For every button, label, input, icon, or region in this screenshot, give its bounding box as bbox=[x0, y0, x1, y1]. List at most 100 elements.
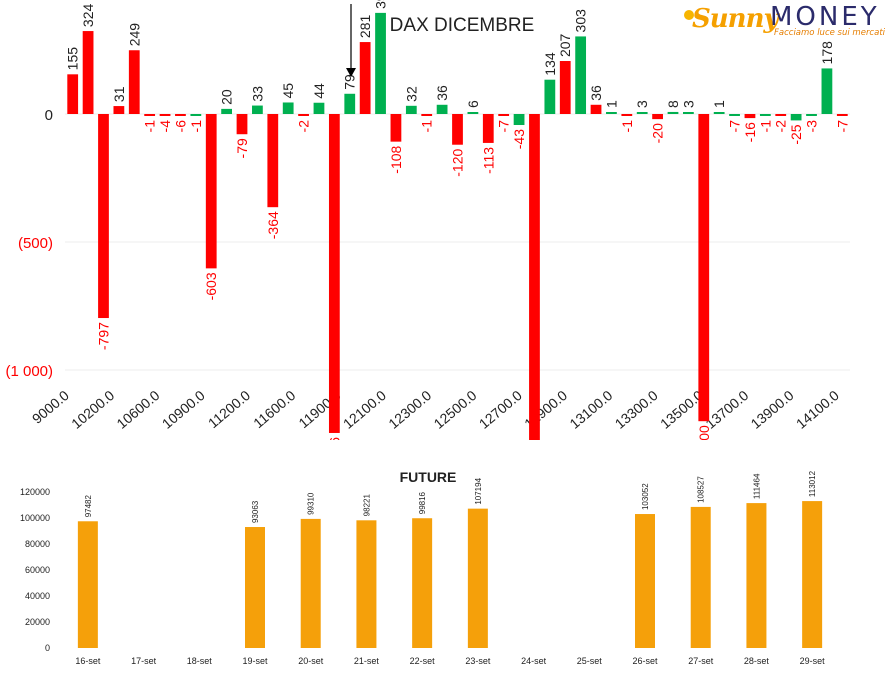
y-tick-label: 120000 bbox=[20, 487, 50, 497]
x-tick-label: 10200.0 bbox=[68, 387, 117, 432]
y-tick-label: 80000 bbox=[25, 539, 50, 549]
data-label: -2 bbox=[773, 120, 789, 133]
data-label: 108527 bbox=[697, 476, 706, 503]
data-label: 3 bbox=[634, 100, 650, 108]
data-label: -364 bbox=[265, 211, 281, 239]
bar bbox=[498, 114, 510, 116]
bar bbox=[806, 114, 817, 116]
x-tick-label: 12300.0 bbox=[385, 387, 434, 432]
bar bbox=[221, 108, 233, 114]
data-label: -16 bbox=[742, 122, 758, 142]
y-tick-label: (500) bbox=[18, 235, 53, 252]
data-label: 20 bbox=[219, 89, 235, 105]
data-label: 1 bbox=[603, 100, 619, 108]
x-tick-label: 16-set bbox=[75, 656, 101, 666]
logo-money: MONEY bbox=[770, 2, 880, 32]
bar bbox=[436, 104, 448, 114]
bar bbox=[144, 114, 156, 116]
bar bbox=[390, 114, 402, 142]
bar bbox=[667, 111, 679, 114]
x-tick-label: 13300.0 bbox=[612, 387, 661, 432]
data-label: 249 bbox=[126, 23, 142, 47]
data-label: 103052 bbox=[641, 483, 650, 510]
x-tick-label: 11600.0 bbox=[250, 387, 298, 431]
data-label: 93063 bbox=[251, 500, 260, 523]
bar bbox=[544, 79, 556, 114]
chart-title: DAX DICEMBRE bbox=[390, 15, 535, 36]
bar bbox=[513, 114, 525, 126]
data-label: -7 bbox=[834, 120, 850, 133]
data-label: 99310 bbox=[307, 492, 316, 515]
bar bbox=[205, 114, 217, 269]
data-label: 395 bbox=[373, 0, 389, 9]
data-label: 32 bbox=[403, 86, 419, 102]
x-tick-label: 24-set bbox=[521, 656, 547, 666]
bar bbox=[405, 105, 417, 114]
data-label: 207 bbox=[557, 33, 573, 57]
bar bbox=[559, 61, 571, 114]
x-tick-label: 20-set bbox=[298, 656, 324, 666]
x-tick-label: 12500.0 bbox=[431, 387, 480, 432]
x-tick-label: 17-set bbox=[131, 656, 157, 666]
x-tick-label: 13900.0 bbox=[748, 387, 797, 432]
data-label: 99816 bbox=[418, 491, 427, 514]
bar bbox=[775, 114, 787, 116]
data-label: -1 bbox=[188, 120, 204, 133]
x-tick-label: 12900.0 bbox=[521, 387, 570, 432]
bar bbox=[575, 36, 587, 114]
data-label: -7 bbox=[727, 120, 743, 133]
bar bbox=[690, 506, 711, 648]
data-label: -3 bbox=[804, 120, 820, 133]
dax-dicembre-chart: DAX DICEMBRE 5000(500)(1 000)(1 500)(2 0… bbox=[5, 0, 850, 440]
bar bbox=[746, 503, 767, 648]
future-title: FUTURE bbox=[400, 469, 457, 485]
y-tick-label: 0 bbox=[45, 643, 50, 653]
data-label: -797 bbox=[95, 322, 111, 350]
x-tick-label: 22-set bbox=[410, 656, 436, 666]
data-label: -20 bbox=[650, 123, 666, 143]
logo-sunny: Sunny bbox=[692, 4, 779, 34]
x-tick-label: 18-set bbox=[187, 656, 213, 666]
bar bbox=[421, 114, 433, 116]
logo-tagline: Facciamo luce sui mercati bbox=[774, 28, 886, 38]
data-label: 97482 bbox=[84, 494, 93, 517]
data-label: -2 bbox=[296, 120, 312, 133]
data-label: 98221 bbox=[362, 494, 371, 517]
data-label: 36 bbox=[434, 85, 450, 101]
bar bbox=[606, 112, 617, 114]
bar bbox=[313, 102, 325, 114]
bar bbox=[836, 114, 848, 116]
data-label: 3 bbox=[680, 100, 696, 108]
data-label: -25 bbox=[788, 124, 804, 144]
data-label: 79 bbox=[342, 74, 358, 90]
sun-icon bbox=[684, 10, 694, 20]
bar bbox=[375, 12, 386, 115]
bar bbox=[267, 114, 279, 208]
y-tick-label: 40000 bbox=[25, 591, 50, 601]
x-tick-label: 26-set bbox=[632, 656, 658, 666]
bar bbox=[713, 112, 725, 114]
data-label: 36 bbox=[588, 85, 604, 101]
future-chart: FUTURE 0 20000 40000 60000 80000 100000 120000… bbox=[20, 469, 825, 666]
data-label: -1 bbox=[142, 120, 158, 133]
bar bbox=[77, 521, 98, 648]
data-label: -1 246 bbox=[326, 437, 342, 440]
bar bbox=[802, 501, 823, 648]
bar bbox=[636, 112, 648, 114]
data-label: 178 bbox=[819, 41, 835, 65]
data-label: -120 bbox=[450, 149, 466, 177]
x-tick-label: 9000.0 bbox=[29, 387, 72, 427]
x-tick-label: 27-set bbox=[688, 656, 714, 666]
data-label: 1 bbox=[711, 100, 727, 108]
bar bbox=[790, 114, 802, 121]
y-tick-label: (1 000) bbox=[5, 363, 53, 380]
y-tick-label: 100000 bbox=[20, 513, 50, 523]
bar bbox=[300, 518, 321, 648]
bar bbox=[128, 50, 140, 114]
data-label: -1 200 bbox=[696, 425, 712, 440]
bar bbox=[328, 114, 340, 433]
bar bbox=[467, 508, 488, 648]
bar bbox=[821, 68, 833, 114]
bar bbox=[682, 112, 694, 114]
